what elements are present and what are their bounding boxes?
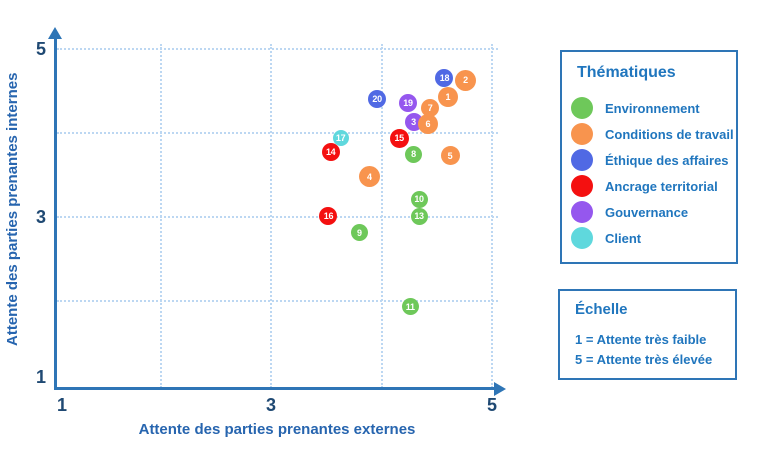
- legend-dot-ancrage: [571, 175, 593, 197]
- bubble-1: 1: [437, 86, 458, 107]
- legend-dot-environnement: [571, 97, 593, 119]
- gridline-x-5: [491, 44, 493, 388]
- y-axis-line: [54, 36, 57, 388]
- bubble-18: 18: [435, 69, 454, 88]
- bubble-10: 10: [410, 190, 428, 208]
- bubble-17: 17: [332, 130, 349, 147]
- bubble-20: 20: [368, 90, 387, 109]
- bubble-15: 15: [389, 128, 409, 148]
- y-axis-arrow-icon: [48, 27, 62, 39]
- x-axis-arrow-icon: [494, 382, 506, 396]
- legend-panel: Thématiques Environnement Conditions de t…: [560, 50, 738, 264]
- legend-item-gouvernance: Gouvernance: [562, 199, 736, 225]
- bubble-13: 13: [410, 207, 428, 225]
- x-axis-title: Attente des parties prenantes externes: [138, 421, 416, 438]
- scale-line-low: 1 = Attente très faible: [575, 332, 707, 347]
- legend-item-environnement: Environnement: [562, 95, 736, 121]
- legend-item-client: Client: [562, 225, 736, 251]
- legend-dot-gouvernance: [571, 201, 593, 223]
- legend-item-ancrage: Ancrage territorial: [562, 173, 736, 199]
- legend-dot-client: [571, 227, 593, 249]
- bubble-4: 4: [358, 166, 380, 188]
- scale-lines: 1 = Attente très faible 5 = Attente très…: [575, 330, 712, 370]
- bubble-11: 11: [401, 298, 419, 316]
- scale-line-high: 5 = Attente très élevée: [575, 352, 713, 367]
- gridline-x-4: [380, 44, 383, 388]
- legend-label-gouvernance: Gouvernance: [605, 204, 689, 220]
- legend-label-environnement: Environnement: [605, 100, 700, 116]
- legend-dot-conditions: [571, 123, 593, 145]
- bubble-16: 16: [319, 207, 338, 226]
- x-axis-line: [54, 387, 496, 390]
- x-tick-3: 3: [265, 395, 276, 415]
- legend-label-conditions: Conditions de travail: [605, 126, 734, 142]
- bubble-8: 8: [405, 145, 423, 163]
- bubble-2: 2: [454, 69, 476, 91]
- bubble-6: 6: [417, 113, 438, 134]
- bubble-7: 7: [421, 98, 440, 117]
- bubble-19: 19: [399, 93, 418, 112]
- x-tick-5: 5: [486, 395, 497, 415]
- scale-panel: Échelle 1 = Attente très faible 5 = Atte…: [558, 289, 737, 380]
- scale-title: Échelle: [575, 301, 628, 318]
- legend-label-client: Client: [605, 230, 642, 246]
- gridline-y-2: [57, 300, 498, 302]
- bubble-5: 5: [440, 146, 460, 166]
- y-tick-5: 5: [35, 39, 46, 59]
- bubble-14: 14: [321, 143, 340, 162]
- legend-label-ethique: Éthique des affaires: [605, 152, 729, 168]
- legend-item-ethique: Éthique des affaires: [562, 147, 736, 173]
- y-tick-1: 1: [35, 367, 46, 387]
- legend-label-ancrage: Ancrage territorial: [605, 178, 718, 194]
- legend-dot-ethique: [571, 149, 593, 171]
- y-axis-title: Attente des parties prenantes internes: [4, 72, 21, 346]
- y-tick-3: 3: [35, 207, 46, 227]
- gridline-y-5: [57, 48, 498, 50]
- legend-title: Thématiques: [577, 64, 676, 81]
- gridline-y-4: [57, 132, 498, 134]
- bubble-9: 9: [350, 224, 368, 242]
- legend-items: Environnement Conditions de travail Éthiqu…: [562, 95, 736, 251]
- gridline-y-3: [57, 216, 498, 218]
- legend-item-conditions: Conditions de travail: [562, 121, 736, 147]
- x-tick-1: 1: [56, 395, 67, 415]
